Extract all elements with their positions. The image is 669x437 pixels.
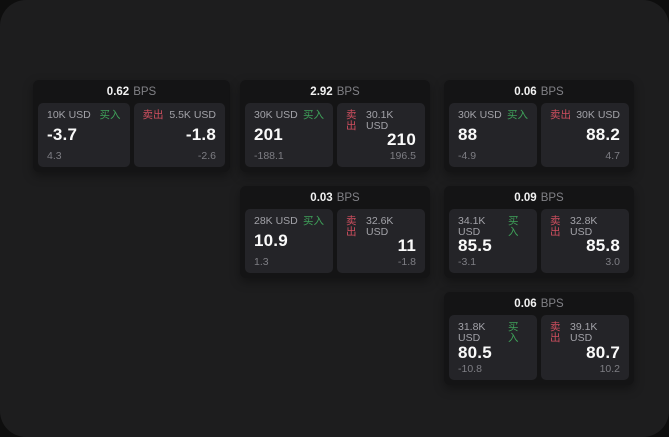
quote-card: 0.06 BPS 30K USD 买入 88 -4.9 卖出 30K USD 8… bbox=[444, 80, 634, 172]
buy-delta: -3.1 bbox=[458, 255, 477, 268]
buy-delta: 1.3 bbox=[254, 255, 269, 268]
sell-notional: 30.1K USD bbox=[365, 109, 394, 132]
sell-price: -1.8 bbox=[185, 125, 216, 145]
spread-header: 0.06 BPS bbox=[444, 80, 634, 103]
buy-tile[interactable]: 28K USD 买入 10.9 1.3 bbox=[245, 209, 333, 273]
buy-price: -3.7 bbox=[47, 125, 78, 145]
sell-delta: 196.5 bbox=[389, 149, 416, 162]
spread-unit: BPS bbox=[540, 297, 564, 310]
sell-price: 88.2 bbox=[586, 125, 620, 145]
spread-header: 0.09 BPS bbox=[444, 186, 634, 209]
sell-delta: 3.0 bbox=[605, 255, 620, 268]
sell-side-label: 卖出 bbox=[346, 109, 357, 132]
buy-notional: 34.1K USD bbox=[458, 215, 486, 238]
buy-notional: 10K USD bbox=[47, 109, 91, 121]
buy-side-label: 买入 bbox=[99, 109, 121, 121]
sell-price: 210 bbox=[387, 130, 416, 150]
spread-header: 2.92 BPS bbox=[240, 80, 430, 103]
sell-tile[interactable]: 卖出 30K USD 88.2 4.7 bbox=[541, 103, 629, 167]
sell-delta: -2.6 bbox=[197, 149, 216, 162]
spread-unit: BPS bbox=[336, 191, 360, 204]
buy-side-label: 买入 bbox=[303, 109, 324, 121]
buy-price: 85.5 bbox=[458, 236, 492, 256]
sell-delta: 10.2 bbox=[599, 362, 620, 375]
buy-delta: -4.9 bbox=[458, 149, 477, 162]
spread-unit: BPS bbox=[133, 85, 157, 98]
sell-notional: 32.8K USD bbox=[569, 215, 598, 238]
sell-notional: 39.1K USD bbox=[569, 321, 598, 344]
sell-notional: 30K USD bbox=[576, 109, 620, 121]
sell-price: 80.7 bbox=[586, 342, 620, 362]
buy-delta: 4.3 bbox=[47, 149, 62, 162]
spread-value: 0.09 bbox=[514, 191, 537, 204]
sell-tile[interactable]: 卖出 32.8K USD 85.8 3.0 bbox=[541, 209, 629, 273]
sell-side-label: 卖出 bbox=[346, 215, 357, 238]
spread-header: 0.06 BPS bbox=[444, 292, 634, 315]
sell-delta: 4.7 bbox=[605, 149, 620, 162]
buy-price: 201 bbox=[254, 125, 283, 145]
quote-card: 2.92 BPS 30K USD 买入 201 -188.1 卖出 30.1K … bbox=[240, 80, 430, 172]
sell-notional: 32.6K USD bbox=[365, 215, 394, 238]
sell-delta: -1.8 bbox=[397, 255, 416, 268]
spread-header: 0.62 BPS bbox=[33, 80, 230, 103]
buy-notional: 31.8K USD bbox=[458, 321, 486, 344]
buy-notional: 30K USD bbox=[254, 109, 298, 121]
buy-price: 80.5 bbox=[458, 342, 492, 362]
spread-value: 0.03 bbox=[310, 191, 333, 204]
sell-price: 85.8 bbox=[586, 236, 620, 256]
buy-tile[interactable]: 31.8K USD 买入 80.5 -10.8 bbox=[449, 315, 537, 380]
sell-side-label: 卖出 bbox=[550, 109, 571, 121]
buy-tile[interactable]: 10K USD 买入 -3.7 4.3 bbox=[38, 103, 130, 167]
quote-card: 0.03 BPS 28K USD 买入 10.9 1.3 卖出 32.6K US… bbox=[240, 186, 430, 278]
spread-value: 2.92 bbox=[310, 85, 333, 98]
spread-header: 0.03 BPS bbox=[240, 186, 430, 209]
buy-notional: 28K USD bbox=[254, 215, 298, 227]
quote-card: 0.06 BPS 31.8K USD 买入 80.5 -10.8 卖出 39.1… bbox=[444, 292, 634, 385]
buy-tile[interactable]: 30K USD 买入 88 -4.9 bbox=[449, 103, 537, 167]
buy-delta: -10.8 bbox=[458, 362, 482, 375]
sell-notional: 5.5K USD bbox=[169, 109, 216, 121]
buy-side-label: 买入 bbox=[303, 215, 324, 227]
buy-tile[interactable]: 30K USD 买入 201 -188.1 bbox=[245, 103, 333, 167]
spread-unit: BPS bbox=[540, 191, 564, 204]
buy-side-label: 买入 bbox=[508, 215, 519, 238]
sell-tile[interactable]: 卖出 32.6K USD 11 -1.8 bbox=[337, 209, 425, 273]
spread-value: 0.06 bbox=[514, 297, 537, 310]
buy-delta: -188.1 bbox=[254, 149, 284, 162]
buy-side-label: 买入 bbox=[507, 109, 528, 121]
buy-side-label: 买入 bbox=[508, 321, 519, 344]
sell-side-label: 卖出 bbox=[142, 109, 164, 121]
buy-price: 10.9 bbox=[254, 231, 288, 251]
sell-tile[interactable]: 卖出 5.5K USD -1.8 -2.6 bbox=[133, 103, 225, 167]
sell-tile[interactable]: 卖出 39.1K USD 80.7 10.2 bbox=[541, 315, 629, 380]
spread-unit: BPS bbox=[540, 85, 564, 98]
quote-card: 0.62 BPS 10K USD 买入 -3.7 4.3 卖出 5.5K USD… bbox=[33, 80, 230, 172]
quote-card: 0.09 BPS 34.1K USD 买入 85.5 -3.1 卖出 32.8K… bbox=[444, 186, 634, 278]
spread-unit: BPS bbox=[336, 85, 360, 98]
spread-value: 0.06 bbox=[514, 85, 537, 98]
sell-tile[interactable]: 卖出 30.1K USD 210 196.5 bbox=[337, 103, 425, 167]
buy-price: 88 bbox=[458, 125, 478, 145]
buy-notional: 30K USD bbox=[458, 109, 502, 121]
buy-tile[interactable]: 34.1K USD 买入 85.5 -3.1 bbox=[449, 209, 537, 273]
spread-value: 0.62 bbox=[106, 85, 130, 98]
sell-side-label: 卖出 bbox=[550, 321, 561, 344]
sell-side-label: 卖出 bbox=[550, 215, 561, 238]
sell-price: 11 bbox=[397, 236, 416, 256]
